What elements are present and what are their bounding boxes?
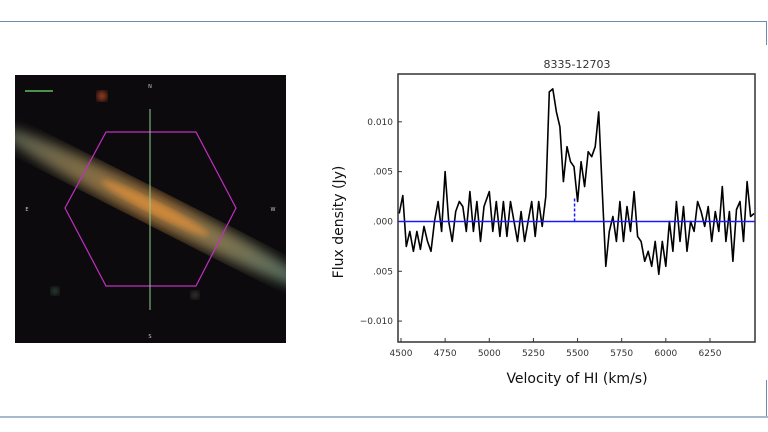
chart-title: 8335-12703 [544, 58, 611, 71]
ifu-hexagon [64, 131, 237, 287]
compass-north: N [148, 84, 152, 90]
compass-east: E [25, 207, 28, 213]
x-tick-label: 6250 [699, 349, 722, 359]
star [97, 91, 107, 101]
compass-west: W [271, 207, 276, 213]
x-tick-label: 5250 [522, 349, 545, 359]
compass-south: S [148, 334, 151, 340]
x-tick-label: 4750 [434, 349, 457, 359]
y-tick-label: .000 [373, 217, 393, 227]
slide-frame-right-lower [766, 380, 767, 417]
x-tick-label: 5750 [610, 349, 633, 359]
y-tick-label: .005 [373, 168, 393, 178]
y-tick-label: 0.010 [367, 118, 393, 128]
galaxy-image: N S E W [15, 75, 286, 343]
y-tick-label: −0.010 [360, 317, 394, 327]
slide-frame-right [766, 21, 767, 45]
spectrum-line [398, 88, 755, 276]
x-tick-label: 4500 [390, 349, 413, 359]
star [191, 291, 199, 299]
x-tick-label: 5500 [566, 349, 589, 359]
x-tick-label: 5000 [478, 349, 501, 359]
slide-frame-top [0, 21, 767, 22]
x-tick-label: 6000 [654, 349, 677, 359]
galaxy-disk [15, 127, 286, 289]
y-axis-label: Flux density (Jy) [331, 166, 347, 279]
star [51, 287, 59, 295]
plot-frame [397, 73, 756, 343]
hi-spectrum-chart: 8335-12703 Flux density (Jy) Velocity of… [331, 58, 756, 387]
y-tick-label: .005 [373, 267, 393, 277]
x-axis-label: Velocity of HI (km/s) [506, 371, 647, 387]
slide-frame-bottom [0, 416, 768, 418]
